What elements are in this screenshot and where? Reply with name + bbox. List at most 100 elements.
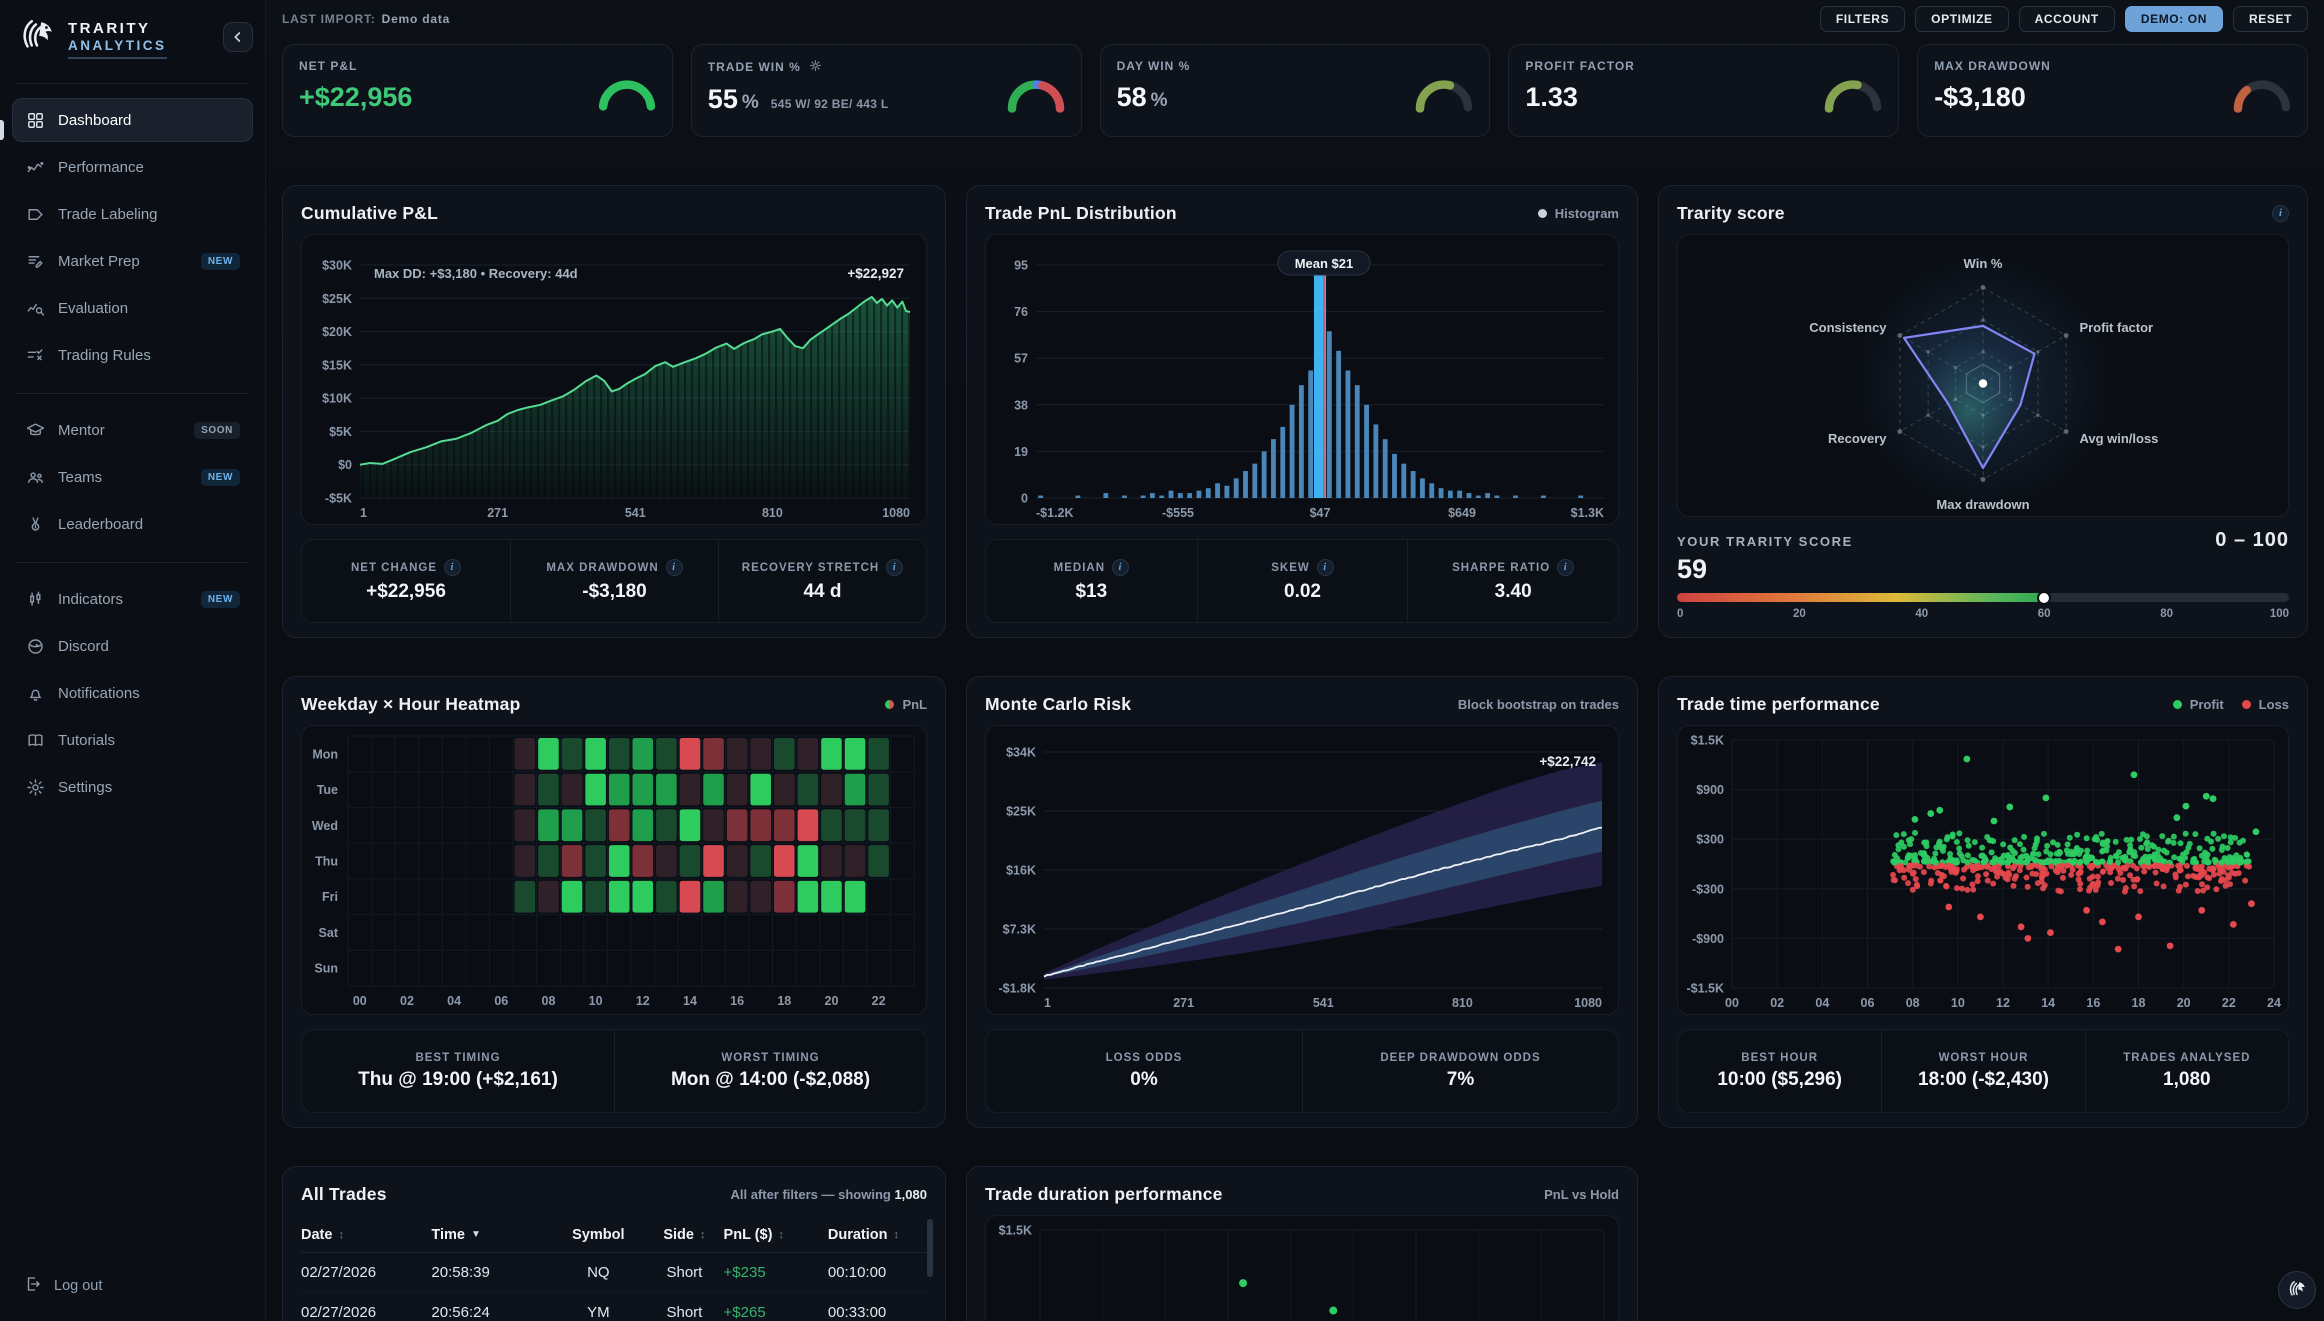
sidebar-item-leaderboard[interactable]: Leaderboard: [12, 502, 253, 546]
gear-icon[interactable]: [809, 59, 822, 75]
sidebar-collapse-button[interactable]: [223, 22, 253, 52]
svg-text:541: 541: [1313, 996, 1334, 1010]
svg-text:24: 24: [2267, 996, 2281, 1010]
sidebar-item-notifications[interactable]: Notifications: [12, 671, 253, 715]
sidebar-item-label: Performance: [58, 158, 144, 176]
sidebar-item-teams[interactable]: Teams NEW: [12, 455, 253, 499]
svg-text:1080: 1080: [1574, 996, 1602, 1010]
svg-text:Tue: Tue: [317, 783, 338, 797]
gauge-net-pnl: [598, 79, 655, 111]
gear-icon: [25, 778, 45, 797]
table-row[interactable]: 02/27/2026 20:58:39 NQ Short +$235 00:10:00: [301, 1253, 927, 1293]
info-icon[interactable]: i: [444, 559, 462, 576]
info-icon[interactable]: i: [886, 559, 904, 576]
svg-text:$649: $649: [1448, 506, 1476, 520]
svg-text:Max DD: +$3,180 • Recovery: 44: Max DD: +$3,180 • Recovery: 44d: [374, 266, 578, 281]
info-icon[interactable]: i: [2272, 204, 2289, 222]
divider: [16, 83, 249, 84]
tradetime-chart: 00 02 04 06 08 10 12 14 16 18 20 22 24 $1.5K $900 $300 -…: [1677, 725, 2289, 1015]
svg-text:$25K: $25K: [322, 292, 352, 306]
svg-text:$20K: $20K: [322, 325, 352, 339]
svg-text:$0: $0: [338, 458, 352, 472]
sidebar-item-market-prep[interactable]: Market Prep NEW: [12, 239, 253, 283]
svg-text:16: 16: [2086, 996, 2100, 1010]
kpi-day-win: DAY WIN % 58%: [1099, 44, 1491, 137]
column-header-symbol[interactable]: Symbol: [572, 1226, 625, 1243]
table-scrollbar[interactable]: [927, 1219, 933, 1277]
column-header-side[interactable]: Side ↕: [663, 1226, 706, 1243]
svg-text:22: 22: [2222, 996, 2236, 1010]
optimize-button[interactable]: OPTIMIZE: [1915, 6, 2009, 32]
new-badge: NEW: [200, 590, 240, 608]
svg-text:20: 20: [2177, 996, 2191, 1010]
column-header-pnl[interactable]: PnL ($) ↕: [723, 1226, 784, 1243]
profit-legend: Profit: [2172, 697, 2224, 712]
sidebar-item-label: Tutorials: [58, 731, 115, 749]
reset-button[interactable]: RESET: [2232, 6, 2308, 32]
sidebar-item-label: Evaluation: [58, 299, 129, 317]
svg-text:-$555: -$555: [1162, 506, 1194, 520]
medal-icon: [25, 515, 45, 534]
info-icon[interactable]: i: [665, 559, 683, 576]
sidebar-item-evaluation[interactable]: Evaluation: [12, 286, 253, 330]
svg-text:271: 271: [487, 506, 508, 520]
info-icon[interactable]: i: [1557, 559, 1575, 576]
kpi-value: +$22,956: [299, 82, 413, 112]
column-header-time[interactable]: Time ▼: [431, 1226, 481, 1243]
logout-button[interactable]: Log out: [12, 1267, 253, 1305]
duration-chart: $1.5K$900$300-$300-$900-$1.5K: [985, 1215, 1619, 1321]
legend-dot-icon: [1537, 208, 1547, 218]
info-icon[interactable]: i: [1112, 559, 1130, 576]
svg-text:Mean $21: Mean $21: [1295, 256, 1354, 271]
svg-text:$900: $900: [1696, 783, 1724, 797]
account-button[interactable]: ACCOUNT: [2018, 6, 2115, 32]
info-icon[interactable]: i: [1316, 559, 1334, 576]
sidebar-item-performance[interactable]: Performance: [12, 145, 253, 189]
divider: [16, 562, 249, 563]
card-monte-carlo-risk: Monte Carlo Risk Block bootstrap on trad…: [966, 676, 1638, 1128]
svg-text:$1.5K: $1.5K: [1691, 734, 1724, 748]
card-title: Cumulative P&L: [301, 202, 438, 223]
svg-text:95: 95: [1014, 259, 1028, 273]
sidebar-item-discord[interactable]: Discord: [12, 624, 253, 668]
svg-text:-$1.5K: -$1.5K: [1686, 982, 1724, 996]
sidebar-item-tutorials[interactable]: Tutorials: [12, 718, 253, 762]
sidebar-nav-main: Dashboard Performance Trade Labeling Mar…: [12, 98, 253, 377]
sidebar-item-settings[interactable]: Settings: [12, 765, 253, 809]
sidebar-item-indicators[interactable]: Indicators NEW: [12, 577, 253, 621]
kpi-label: TRADE WIN %: [708, 59, 1065, 75]
brand-line2: ANALYTICS: [68, 38, 167, 60]
svg-text:1: 1: [1044, 996, 1051, 1010]
svg-text:541: 541: [625, 506, 646, 520]
sidebar-item-label: Dashboard: [58, 111, 132, 129]
cumulative-chart: $30K $25K $20K $15K $10K $5K $0 -$5K 1 271 541 810 1…: [301, 234, 927, 525]
svg-text:10: 10: [1951, 996, 1965, 1010]
svg-text:20: 20: [825, 994, 839, 1008]
svg-text:810: 810: [1452, 996, 1473, 1010]
kpi-label: PROFIT FACTOR: [1525, 59, 1635, 73]
sidebar-item-trade-labeling[interactable]: Trade Labeling: [12, 192, 253, 236]
card-trarity-score: Trarity score i Win % Profit factor Avg wi…: [1658, 185, 2308, 638]
sidebar-item-dashboard[interactable]: Dashboard: [12, 98, 253, 142]
svg-text:04: 04: [447, 994, 461, 1008]
new-badge: NEW: [200, 468, 240, 486]
filters-button[interactable]: FILTERS: [1819, 6, 1906, 32]
svg-text:57: 57: [1014, 352, 1028, 366]
card-title: Trade duration performance: [985, 1183, 1223, 1204]
lion-logo-icon: [16, 16, 58, 63]
duration-subtitle: PnL vs Hold: [1544, 1186, 1619, 1202]
sidebar-item-label: Discord: [58, 637, 109, 655]
table-row[interactable]: 02/27/2026 20:56:24 YM Short +$265 00:33:00: [301, 1293, 927, 1321]
assistant-fab-button[interactable]: [2278, 1271, 2316, 1309]
sidebar-item-trading-rules[interactable]: Trading Rules: [12, 333, 253, 377]
svg-text:Win %: Win %: [1964, 256, 2003, 271]
svg-text:810: 810: [762, 506, 783, 520]
svg-text:06: 06: [1861, 996, 1875, 1010]
topbar-buttons: FILTERS OPTIMIZE ACCOUNT DEMO: ON RESET: [1819, 6, 2308, 32]
kpi-net-pnl: NET P&L +$22,956: [282, 44, 673, 137]
sidebar-item-mentor[interactable]: Mentor SOON: [12, 408, 253, 452]
column-header-date[interactable]: Date ↕: [301, 1226, 344, 1243]
column-header-duration[interactable]: Duration ↕: [827, 1226, 899, 1243]
demo-toggle-button[interactable]: DEMO: ON: [2124, 6, 2223, 32]
montecarlo-subtitle: Block bootstrap on trades: [1457, 696, 1619, 712]
